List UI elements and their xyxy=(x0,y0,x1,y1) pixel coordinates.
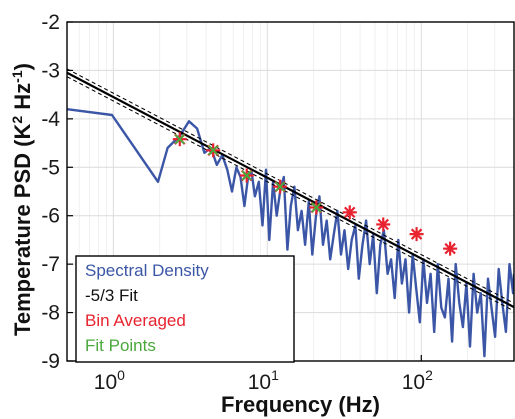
y-axis-title-sup1: 2 xyxy=(9,116,25,124)
bin-averaged-point xyxy=(376,217,391,232)
fit-line xyxy=(67,71,514,309)
y-tick-label: -4 xyxy=(41,108,60,131)
y-tick-label: -7 xyxy=(41,253,60,276)
bin-averaged-point xyxy=(443,241,458,256)
y-tick-label: -9 xyxy=(41,350,60,373)
y-tick-label: -8 xyxy=(41,302,60,325)
plot-area xyxy=(67,68,514,358)
y-tick-label: -6 xyxy=(41,205,60,228)
y-axis-title-main: Temperature PSD (K xyxy=(10,124,35,336)
fit-point-marker xyxy=(311,202,322,213)
y-tick-label: -3 xyxy=(41,59,60,82)
y-axis-title-mid: Hz xyxy=(10,83,35,116)
bin-averaged-point xyxy=(409,227,424,242)
legend-box xyxy=(75,255,295,363)
fit-lower-bound-line xyxy=(67,76,514,312)
legend: Spectral Density -5/3 Fit Bin Averaged F… xyxy=(75,255,295,363)
plot-clip-group xyxy=(67,68,514,358)
x-tick-label: 100 xyxy=(94,367,125,394)
x-tick-label: 101 xyxy=(248,367,279,394)
legend-entry-fit: -5/3 Fit xyxy=(85,286,138,305)
fit-point-marker xyxy=(274,181,286,192)
y-axis-title-end: ) xyxy=(10,63,35,70)
axis-ticks: -9 -8 -7 -6 -5 -4 -3 -2 100 101 102 xyxy=(41,11,433,394)
y-axis-title-sup2: -1 xyxy=(9,70,25,83)
bin-averaged-point xyxy=(342,205,357,220)
spectral-density-line xyxy=(67,108,514,358)
fit-point-marker xyxy=(174,133,185,145)
y-tick-label: -5 xyxy=(41,156,60,179)
y-axis-title: Temperature PSD (K2 Hz-1) xyxy=(9,63,35,336)
x-tick-label: 102 xyxy=(402,367,433,394)
legend-entry-spectral-density: Spectral Density xyxy=(85,261,209,280)
fit-point-marker xyxy=(241,170,252,181)
x-axis-title: Frequency (Hz) xyxy=(221,392,380,417)
fit-point-marker xyxy=(207,145,219,156)
fit-upper-bound-line xyxy=(67,68,514,304)
legend-entry-bin-averaged: Bin Averaged xyxy=(85,311,186,330)
y-tick-label: -2 xyxy=(41,11,60,34)
legend-entry-fit-points: Fit Points xyxy=(85,336,156,355)
